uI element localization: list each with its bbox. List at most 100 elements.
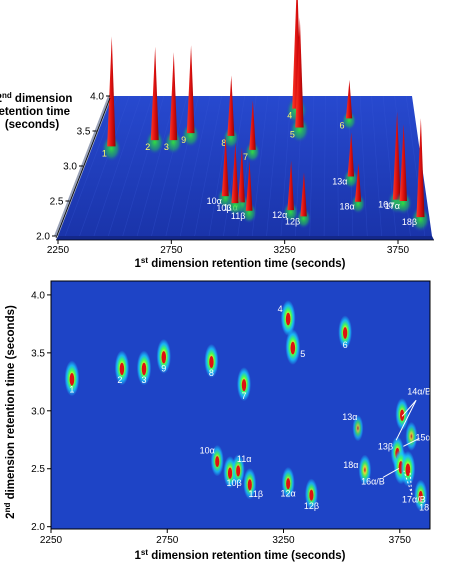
heatmap-spot-core — [209, 355, 214, 368]
x-title-sup: st — [141, 256, 148, 265]
heatmap-axes: 2250 2750 3250 3750 2.0 2.5 3.0 3.5 4.0 — [31, 280, 431, 546]
peak-spike — [347, 132, 355, 177]
peak-base-halo — [282, 201, 299, 223]
peak-spike — [345, 79, 353, 119]
floor-streak — [194, 95, 222, 237]
peak-label-3d: 6 — [340, 120, 345, 130]
heatmap-spot-core — [290, 341, 296, 355]
heatmap-spot-core — [119, 362, 125, 376]
heatmap-peak-label: 5 — [300, 349, 305, 359]
y-title-sup: nd — [2, 91, 12, 100]
y-axis-title-3d-line2: retention time — [0, 106, 70, 118]
peak-spike — [221, 135, 229, 197]
y-tick-label-3d: 4.0 — [90, 92, 104, 103]
peak-base-halo — [289, 116, 310, 143]
leader-line-dotted — [403, 470, 413, 495]
x-tick-label-3d: 2750 — [160, 245, 183, 256]
floor-streak — [266, 95, 280, 237]
y-axis-title-3d: 2nd dimension — [0, 91, 72, 105]
heatmap-peak-label: 12α — [281, 489, 296, 499]
heatmap-spot-core — [236, 465, 241, 477]
leader-line — [401, 399, 417, 417]
heatmap-panel: 1 2 3 9 8 7 4 5 6 10α 10β 11α 11β 12α 12β 13α 18α 13β 14α/… — [3, 280, 440, 562]
heatmap-spot-core — [286, 478, 291, 490]
peak-label-3d: 5 — [290, 130, 295, 140]
x-tick-label-2d: 3750 — [389, 535, 412, 546]
y-tick-label-3d: 3.5 — [77, 127, 91, 138]
heatmap-peak-label: 17α/B — [402, 495, 426, 505]
heatmap-peak-label: 6 — [343, 340, 348, 350]
heatmap-peak-label: 12β — [304, 501, 319, 511]
peak-spike — [416, 118, 425, 218]
x-tick-label-2d: 2250 — [40, 535, 63, 546]
y-tick-label-3d: 2.0 — [36, 232, 50, 243]
peak-base-halo — [181, 122, 200, 148]
peak-spike — [186, 45, 195, 134]
heatmap-peak-label: 9 — [161, 363, 166, 373]
peak-label-3d: 18α — [339, 202, 354, 212]
floor-streak — [151, 95, 188, 237]
peak-spike — [249, 100, 256, 150]
x-tick-label-2d: 3250 — [272, 535, 295, 546]
floor-streak — [136, 95, 176, 237]
peak-spike — [392, 111, 401, 200]
peak-label-3d: 11β — [231, 211, 246, 221]
x-tick-label-3d: 2250 — [47, 245, 70, 256]
peak-base-halo — [222, 126, 240, 150]
peak-base-halo — [343, 168, 359, 189]
floor-streak — [336, 95, 339, 237]
heatmap-peak-label: 16α/B — [361, 476, 385, 486]
heatmap-peak-label: 1 — [69, 384, 74, 394]
y-axis-line-3d — [55, 97, 111, 239]
y-title-num: 2 — [0, 93, 2, 105]
heatmap-peak-label: 10α — [200, 446, 215, 456]
heatmap-frame — [50, 280, 431, 530]
peak-base-halo — [226, 193, 244, 217]
peak-base-halo — [244, 141, 261, 163]
floor-streak — [309, 95, 315, 237]
y-tick-label-2d: 3.0 — [31, 406, 45, 417]
peak-spike — [245, 161, 253, 211]
surface-front-edge — [56, 236, 434, 240]
heatmap-spot-core — [405, 463, 411, 477]
heatmap-spot-core — [161, 351, 167, 364]
peak-spike — [150, 46, 159, 141]
y-axis-3d: 2.0 2.5 3.0 3.5 4.0 — [36, 92, 111, 243]
peak-spike — [238, 147, 245, 203]
x2-title-sup: st — [141, 548, 148, 557]
heatmap-peak-label: 2 — [117, 375, 122, 385]
y2-title-num: 2 — [5, 512, 17, 518]
peak-spike — [295, 17, 304, 128]
floor-streak — [359, 95, 368, 237]
peak-label-3d: 1 — [102, 148, 107, 158]
x-tick-label-2d: 2750 — [156, 535, 179, 546]
x2-title-rest: dimension retention time (seconds) — [148, 550, 346, 562]
leader-line-dotted — [409, 470, 413, 495]
peak-label-3d: 16α — [378, 200, 393, 210]
x-axis-title-2d: 1st dimension retention time (seconds) — [135, 548, 346, 562]
heatmap-peak-label: 15α/B — [416, 432, 440, 442]
x-axis-3d: 2250 2750 3250 3750 — [47, 239, 434, 256]
peak-label-3d: 10α — [207, 196, 222, 206]
leader-line — [395, 400, 417, 441]
peak-base-halo — [394, 191, 413, 215]
peak-label-3d: 12α — [272, 210, 287, 220]
heatmap-spots — [64, 300, 428, 512]
y-axis-title-3d-line3: (seconds) — [5, 119, 59, 131]
peak-base-halo — [145, 129, 165, 155]
peak-label-3d: 9 — [181, 135, 186, 145]
heatmap-background — [51, 281, 430, 529]
peak-spike — [354, 163, 362, 202]
x-axis-title-3d: 1st dimension retention time (seconds) — [135, 256, 346, 270]
peak-label-3d: 17α — [385, 201, 400, 211]
y-tick-label-2d: 2.5 — [31, 464, 45, 475]
y-tick-label-2d: 2.0 — [31, 522, 45, 533]
peak-label-3d: 4 — [287, 111, 292, 121]
heatmap-leader-lines — [382, 399, 420, 495]
surface-3d-panel: 46598231713α10α16α17α18α11α10β12α11β12β1… — [0, 0, 434, 270]
peak-label-3d: 12β — [285, 216, 300, 226]
floor-streak — [323, 95, 326, 237]
heatmap-spot-core — [418, 490, 423, 502]
peak-spike — [169, 52, 178, 141]
